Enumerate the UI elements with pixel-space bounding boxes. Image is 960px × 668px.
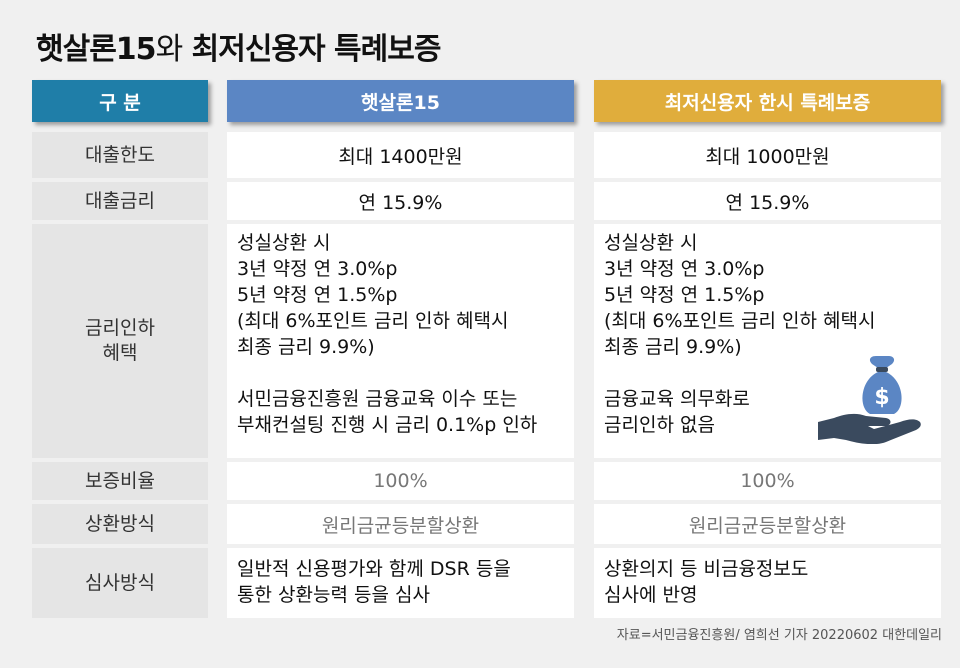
row-label-review-method: 심사방식 (32, 548, 208, 618)
money-bag-hand-icon: $ (818, 356, 921, 444)
row-label-loan-limit: 대출한도 (32, 132, 208, 178)
cell-guarantee-ratio-sunshine: 100% (227, 462, 574, 500)
row-label-rate-benefit: 금리인하 혜택 (32, 224, 208, 458)
cell-rate-benefit-sunshine: 성실상환 시 3년 약정 연 3.0%p 5년 약정 연 1.5%p (최대 6… (227, 224, 574, 458)
cell-loan-limit-sunshine: 최대 1400만원 (227, 132, 574, 178)
row-label-guarantee-ratio: 보증비율 (32, 462, 208, 500)
cell-review-method-special: 상환의지 등 비금융정보도 심사에 반영 (594, 548, 941, 618)
row-label-interest-rate: 대출금리 (32, 182, 208, 220)
cell-guarantee-ratio-special: 100% (594, 462, 941, 500)
dollar-sign: $ (874, 385, 889, 410)
cell-rate-benefit-special: 성실상환 시 3년 약정 연 3.0%p 5년 약정 연 1.5%p (최대 6… (594, 224, 941, 458)
cell-review-method-sunshine: 일반적 신용평가와 함께 DSR 등을 통한 상환능력 등을 심사 (227, 548, 574, 618)
cell-loan-limit-special: 최대 1000만원 (594, 132, 941, 178)
row-label-repayment-method: 상환방식 (32, 504, 208, 544)
page-title: 햇살론15와 최저신용자 특례보증 (36, 32, 441, 67)
cell-repayment-method-sunshine: 원리금균등분할상환 (227, 504, 574, 544)
header-special-guarantee: 최저신용자 한시 특례보증 (594, 80, 941, 122)
header-category: 구 분 (32, 80, 208, 122)
cell-interest-rate-special: 연 15.9% (594, 182, 941, 220)
header-sunshine-loan: 햇살론15 (227, 80, 574, 122)
source-credit: 자료=서민금융진흥원/ 염희선 기자 20220602 대한데일리 (616, 628, 942, 643)
cell-repayment-method-special: 원리금균등분할상환 (594, 504, 941, 544)
cell-interest-rate-sunshine: 연 15.9% (227, 182, 574, 220)
